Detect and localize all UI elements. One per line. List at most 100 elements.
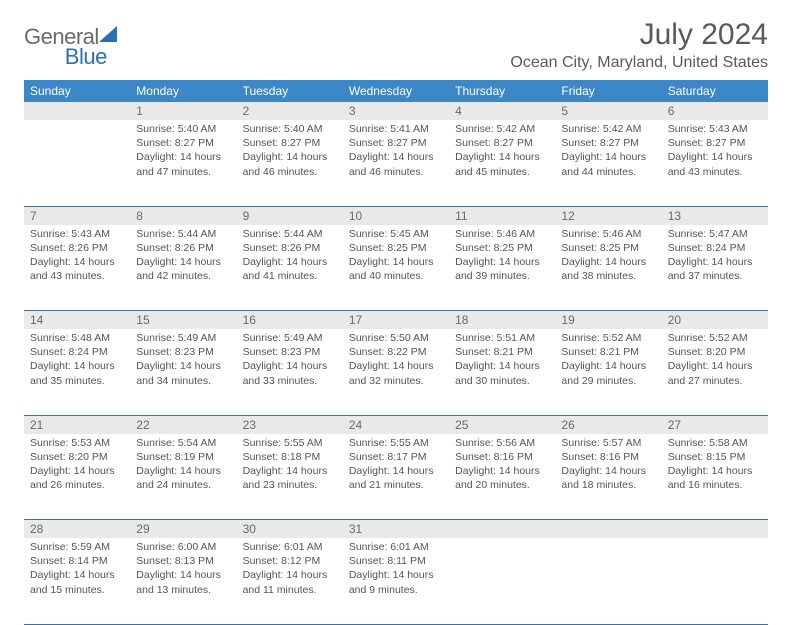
daylight-text: Daylight: 14 hours and 47 minutes.	[136, 150, 230, 178]
header: General Blue July 2024 Ocean City, Maryl…	[24, 18, 768, 72]
daylight-text: Daylight: 14 hours and 34 minutes.	[136, 359, 230, 387]
day-number: 16	[237, 311, 343, 330]
day-cell: Sunrise: 6:01 AMSunset: 8:12 PMDaylight:…	[237, 538, 343, 624]
daylight-text: Daylight: 14 hours and 9 minutes.	[349, 568, 443, 596]
page-title: July 2024	[510, 18, 768, 52]
daylight-text: Daylight: 14 hours and 38 minutes.	[561, 255, 655, 283]
day-cell: Sunrise: 5:57 AMSunset: 8:16 PMDaylight:…	[555, 434, 661, 520]
day-number: 20	[662, 311, 768, 330]
day-cell: Sunrise: 5:46 AMSunset: 8:25 PMDaylight:…	[555, 225, 661, 311]
day-number: 30	[237, 520, 343, 539]
day-number	[449, 520, 555, 539]
daylight-text: Daylight: 14 hours and 43 minutes.	[30, 255, 124, 283]
sunrise-text: Sunrise: 5:42 AM	[561, 122, 655, 136]
daylight-text: Daylight: 14 hours and 46 minutes.	[349, 150, 443, 178]
day-number: 6	[662, 102, 768, 120]
daylight-text: Daylight: 14 hours and 45 minutes.	[455, 150, 549, 178]
week-row: Sunrise: 5:48 AMSunset: 8:24 PMDaylight:…	[24, 329, 768, 415]
day-cell: Sunrise: 5:42 AMSunset: 8:27 PMDaylight:…	[449, 120, 555, 206]
sunset-text: Sunset: 8:25 PM	[561, 241, 655, 255]
day-header: Sunday	[24, 80, 130, 102]
sunset-text: Sunset: 8:26 PM	[243, 241, 337, 255]
daylight-text: Daylight: 14 hours and 21 minutes.	[349, 464, 443, 492]
daylight-text: Daylight: 14 hours and 44 minutes.	[561, 150, 655, 178]
day-cell: Sunrise: 5:51 AMSunset: 8:21 PMDaylight:…	[449, 329, 555, 415]
day-cell: Sunrise: 5:41 AMSunset: 8:27 PMDaylight:…	[343, 120, 449, 206]
week-row: Sunrise: 5:43 AMSunset: 8:26 PMDaylight:…	[24, 225, 768, 311]
daylight-text: Daylight: 14 hours and 41 minutes.	[243, 255, 337, 283]
daylight-text: Daylight: 14 hours and 46 minutes.	[243, 150, 337, 178]
sunset-text: Sunset: 8:25 PM	[455, 241, 549, 255]
week-row: Sunrise: 5:53 AMSunset: 8:20 PMDaylight:…	[24, 434, 768, 520]
day-cell: Sunrise: 6:01 AMSunset: 8:11 PMDaylight:…	[343, 538, 449, 624]
day-number: 5	[555, 102, 661, 120]
sunrise-text: Sunrise: 5:51 AM	[455, 331, 549, 345]
day-cell: Sunrise: 5:50 AMSunset: 8:22 PMDaylight:…	[343, 329, 449, 415]
sunset-text: Sunset: 8:27 PM	[136, 136, 230, 150]
title-block: July 2024 Ocean City, Maryland, United S…	[510, 18, 768, 72]
day-number: 28	[24, 520, 130, 539]
day-cell: Sunrise: 5:44 AMSunset: 8:26 PMDaylight:…	[130, 225, 236, 311]
day-cell: Sunrise: 5:59 AMSunset: 8:14 PMDaylight:…	[24, 538, 130, 624]
day-header: Thursday	[449, 80, 555, 102]
day-number	[662, 520, 768, 539]
sunrise-text: Sunrise: 6:01 AM	[243, 540, 337, 554]
daylight-text: Daylight: 14 hours and 29 minutes.	[561, 359, 655, 387]
sunset-text: Sunset: 8:17 PM	[349, 450, 443, 464]
sunrise-text: Sunrise: 5:44 AM	[136, 227, 230, 241]
sunrise-text: Sunrise: 5:55 AM	[243, 436, 337, 450]
sunrise-text: Sunrise: 5:43 AM	[668, 122, 762, 136]
daylight-text: Daylight: 14 hours and 23 minutes.	[243, 464, 337, 492]
day-cell: Sunrise: 5:56 AMSunset: 8:16 PMDaylight:…	[449, 434, 555, 520]
day-number: 29	[130, 520, 236, 539]
day-number: 19	[555, 311, 661, 330]
day-number-row: 21222324252627	[24, 415, 768, 434]
day-number: 4	[449, 102, 555, 120]
sunset-text: Sunset: 8:16 PM	[561, 450, 655, 464]
day-cell: Sunrise: 5:55 AMSunset: 8:17 PMDaylight:…	[343, 434, 449, 520]
location-text: Ocean City, Maryland, United States	[510, 54, 768, 72]
day-number: 24	[343, 415, 449, 434]
day-number: 22	[130, 415, 236, 434]
logo: General Blue	[24, 18, 107, 70]
daylight-text: Daylight: 14 hours and 16 minutes.	[668, 464, 762, 492]
daylight-text: Daylight: 14 hours and 33 minutes.	[243, 359, 337, 387]
daylight-text: Daylight: 14 hours and 37 minutes.	[668, 255, 762, 283]
sunset-text: Sunset: 8:24 PM	[668, 241, 762, 255]
daylight-text: Daylight: 14 hours and 40 minutes.	[349, 255, 443, 283]
daylight-text: Daylight: 14 hours and 26 minutes.	[30, 464, 124, 492]
day-number: 15	[130, 311, 236, 330]
sunset-text: Sunset: 8:14 PM	[30, 554, 124, 568]
day-cell: Sunrise: 6:00 AMSunset: 8:13 PMDaylight:…	[130, 538, 236, 624]
daylight-text: Daylight: 14 hours and 32 minutes.	[349, 359, 443, 387]
daylight-text: Daylight: 14 hours and 20 minutes.	[455, 464, 549, 492]
day-number-row: 28293031	[24, 520, 768, 539]
day-cell: Sunrise: 5:40 AMSunset: 8:27 PMDaylight:…	[237, 120, 343, 206]
sunrise-text: Sunrise: 5:44 AM	[243, 227, 337, 241]
sunrise-text: Sunrise: 5:50 AM	[349, 331, 443, 345]
day-number: 8	[130, 206, 236, 225]
day-number: 1	[130, 102, 236, 120]
day-header: Tuesday	[237, 80, 343, 102]
day-cell	[449, 538, 555, 624]
sunrise-text: Sunrise: 5:46 AM	[561, 227, 655, 241]
sunset-text: Sunset: 8:26 PM	[136, 241, 230, 255]
sunset-text: Sunset: 8:25 PM	[349, 241, 443, 255]
day-number: 25	[449, 415, 555, 434]
sunset-text: Sunset: 8:21 PM	[561, 345, 655, 359]
day-cell: Sunrise: 5:58 AMSunset: 8:15 PMDaylight:…	[662, 434, 768, 520]
daylight-text: Daylight: 14 hours and 42 minutes.	[136, 255, 230, 283]
sunrise-text: Sunrise: 5:58 AM	[668, 436, 762, 450]
day-cell: Sunrise: 5:40 AMSunset: 8:27 PMDaylight:…	[130, 120, 236, 206]
day-number	[24, 102, 130, 120]
sunset-text: Sunset: 8:21 PM	[455, 345, 549, 359]
sunset-text: Sunset: 8:20 PM	[668, 345, 762, 359]
week-row: Sunrise: 5:40 AMSunset: 8:27 PMDaylight:…	[24, 120, 768, 206]
day-cell: Sunrise: 5:42 AMSunset: 8:27 PMDaylight:…	[555, 120, 661, 206]
day-cell: Sunrise: 5:45 AMSunset: 8:25 PMDaylight:…	[343, 225, 449, 311]
sunrise-text: Sunrise: 5:40 AM	[243, 122, 337, 136]
daylight-text: Daylight: 14 hours and 30 minutes.	[455, 359, 549, 387]
day-number: 31	[343, 520, 449, 539]
sunrise-text: Sunrise: 5:48 AM	[30, 331, 124, 345]
sunrise-text: Sunrise: 5:49 AM	[136, 331, 230, 345]
